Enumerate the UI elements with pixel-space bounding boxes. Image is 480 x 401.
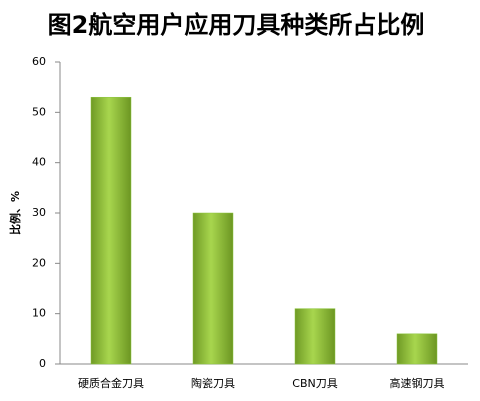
- bar: [294, 308, 336, 365]
- x-tick-label: 陶瓷刀具: [191, 376, 235, 390]
- bar: [396, 333, 438, 365]
- x-tick-label: 高速钢刀具: [390, 376, 445, 390]
- y-tick-label: 40: [32, 156, 46, 169]
- x-tick-label: CBN刀具: [292, 377, 337, 390]
- chart-title: 图2航空用户应用刀具种类所占比例: [48, 11, 425, 39]
- x-tick-label: 硬质合金刀具: [78, 376, 144, 390]
- y-tick-label: 60: [32, 55, 46, 68]
- bar: [90, 96, 132, 365]
- y-tick-label: 20: [32, 256, 46, 269]
- bar: [192, 212, 234, 365]
- y-axis-label: 比例、%: [8, 191, 22, 235]
- y-tick-label: 10: [32, 307, 46, 320]
- y-tick-label: 0: [39, 357, 46, 370]
- y-tick-label: 50: [32, 105, 46, 118]
- y-tick-label: 30: [32, 206, 46, 219]
